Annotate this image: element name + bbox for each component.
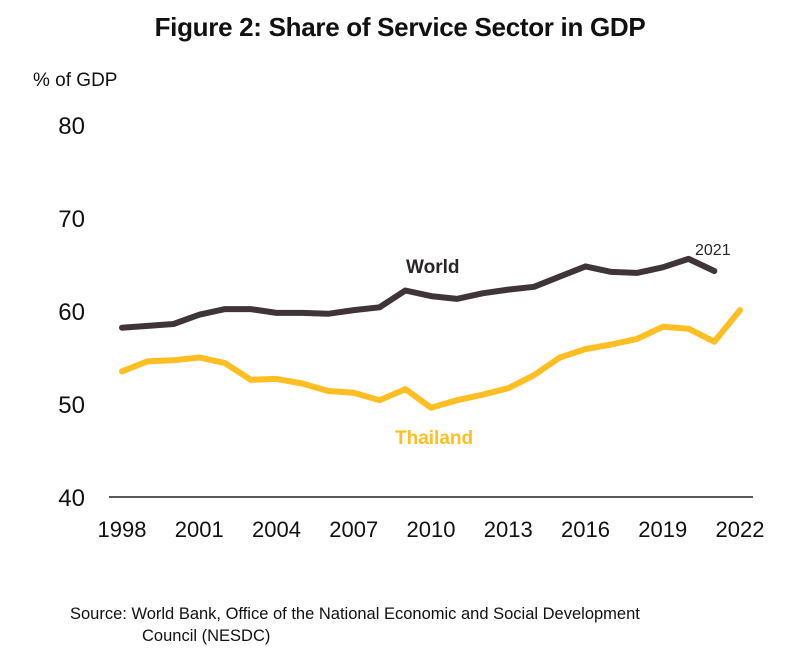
series-lines [119, 255, 743, 411]
x-tick-label: 2007 [329, 517, 378, 542]
x-tick-label: 2022 [716, 517, 765, 542]
end-annotation-2021: 2021 [695, 242, 731, 259]
x-tick-label: 2016 [561, 517, 610, 542]
y-tick-label: 80 [58, 113, 85, 140]
y-tick-label: 70 [58, 206, 85, 233]
y-axis-label: % of GDP [33, 70, 118, 91]
y-tick-label: 40 [58, 485, 85, 512]
chart-title: Figure 2: Share of Service Sector in GDP [154, 12, 646, 42]
x-tick-label: 2013 [484, 517, 533, 542]
source-note: Source: World Bank, Office of the Nation… [70, 603, 640, 647]
series-label-world: World [406, 257, 459, 278]
x-tick-label: 2019 [638, 517, 687, 542]
source-line-1: Source: World Bank, Office of the Nation… [70, 605, 640, 623]
y-tick-label: 60 [58, 299, 85, 326]
y-tick-labels: 40 50 60 70 80 [58, 113, 85, 512]
series-labels: World Thailand 2021 [395, 242, 731, 449]
y-tick-label: 50 [58, 392, 85, 419]
x-tick-label: 2001 [175, 517, 224, 542]
x-tick-label: 1998 [98, 517, 147, 542]
series-line-thailand [119, 307, 743, 411]
source-line-2: Council (NESDC) [142, 627, 271, 645]
x-tick-labels: 1998 2001 2004 2007 2010 2013 2016 2019 2022 [98, 517, 765, 542]
series-line-world [119, 255, 718, 331]
x-tick-label: 2010 [407, 517, 456, 542]
series-label-thailand: Thailand [395, 428, 473, 449]
x-tick-label: 2004 [252, 517, 301, 542]
